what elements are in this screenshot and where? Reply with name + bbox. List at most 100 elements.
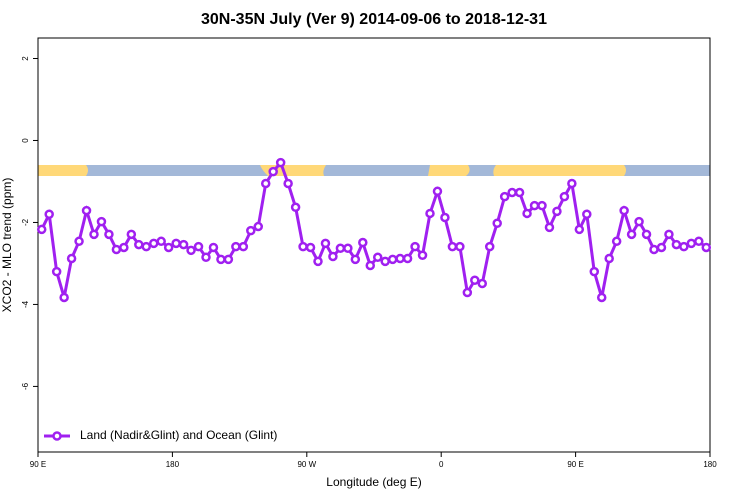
chart-title: 30N-35N July (Ver 9) 2014-09-06 to 2018-…: [201, 11, 547, 28]
data-point: [611, 236, 622, 247]
data-point: [395, 253, 405, 264]
data-point: [686, 238, 697, 249]
data-point: [484, 241, 495, 252]
data-point: [477, 278, 488, 289]
data-point: [432, 186, 443, 197]
data-point: [89, 229, 99, 240]
y-tick-label: 0: [21, 138, 30, 143]
data-point: [470, 275, 480, 286]
data-point: [171, 238, 181, 249]
data-point: [417, 250, 428, 260]
data-point: [410, 241, 420, 252]
data-point: [126, 229, 137, 240]
data-point: [186, 245, 196, 256]
data-point: [119, 242, 129, 253]
data-point: [328, 251, 338, 262]
data-point: [343, 243, 353, 254]
legend-marker: [52, 431, 62, 441]
y-tick-label: 2: [21, 56, 30, 61]
x-tick-label: 90 E: [30, 460, 46, 469]
y-axis-label: XCO2 - MLO trend (ppm): [0, 178, 14, 313]
data-point: [66, 253, 77, 264]
x-tick-label: 0: [439, 460, 444, 469]
data-point: [358, 237, 368, 248]
data-point: [425, 208, 435, 219]
x-tick-label: 90 E: [567, 460, 583, 469]
data-point: [372, 252, 383, 263]
data-point: [529, 200, 540, 211]
data-point: [380, 256, 390, 267]
data-point: [544, 222, 555, 233]
data-point: [402, 253, 413, 264]
data-point: [440, 212, 450, 223]
data-point: [335, 243, 346, 254]
y-tick-label: -6: [21, 382, 30, 390]
data-point: [81, 205, 92, 216]
data-point: [253, 221, 264, 232]
data-point: [96, 216, 107, 227]
data-point: [44, 209, 54, 220]
data-point: [365, 260, 376, 271]
x-axis-label: Longitude (deg E): [326, 475, 421, 489]
data-point: [664, 229, 674, 240]
data-point: [246, 225, 256, 236]
data-point: [74, 236, 84, 247]
data-point: [231, 241, 241, 252]
data-point: [634, 216, 644, 227]
data-point: [313, 256, 323, 267]
data-point: [111, 244, 122, 255]
data-point: [701, 242, 712, 253]
data-point: [656, 242, 667, 253]
data-point: [305, 242, 316, 253]
data-point: [492, 218, 502, 229]
y-tick-label: -4: [21, 300, 30, 308]
data-point: [141, 241, 152, 252]
data-point: [582, 209, 592, 220]
data-point: [134, 239, 144, 250]
data-point: [178, 239, 189, 250]
x-tick-label: 180: [703, 460, 717, 469]
data-point: [596, 292, 607, 303]
data-point: [387, 254, 398, 265]
data-point: [522, 208, 532, 219]
data-point: [694, 236, 704, 247]
x-tick-label: 90 W: [297, 460, 316, 469]
data-point: [51, 266, 62, 277]
data-point: [216, 254, 226, 265]
data-point: [537, 200, 547, 211]
data-point: [604, 253, 614, 264]
data-point: [447, 241, 458, 252]
data-point: [223, 254, 234, 265]
data-point: [320, 238, 331, 249]
data-point: [163, 242, 174, 253]
data-point: [507, 187, 517, 198]
data-point: [455, 241, 465, 252]
data-point: [626, 229, 637, 240]
data-point: [148, 238, 159, 249]
data-point: [552, 206, 562, 217]
data-point: [679, 241, 689, 252]
data-point: [649, 244, 659, 255]
data-point: [559, 191, 570, 202]
data-point: [499, 191, 510, 202]
data-point: [589, 266, 600, 277]
data-point: [260, 178, 271, 189]
data-point: [283, 178, 293, 189]
data-point: [567, 178, 577, 189]
data-line: [40, 159, 708, 298]
data-point: [275, 157, 286, 168]
data-point: [104, 229, 114, 240]
y-tick-label: -2: [21, 218, 30, 226]
data-point: [514, 187, 525, 198]
legend-label: Land (Nadir&Glint) and Ocean (Glint): [80, 428, 277, 442]
data-point: [36, 224, 47, 235]
data-point: [156, 236, 166, 247]
data-point: [641, 229, 652, 240]
surface-strip: [38, 165, 710, 176]
data-point: [59, 292, 69, 303]
data-point: [671, 239, 682, 250]
data-point: [350, 254, 361, 265]
data-point: [574, 224, 585, 235]
x-tick-label: 180: [166, 460, 180, 469]
